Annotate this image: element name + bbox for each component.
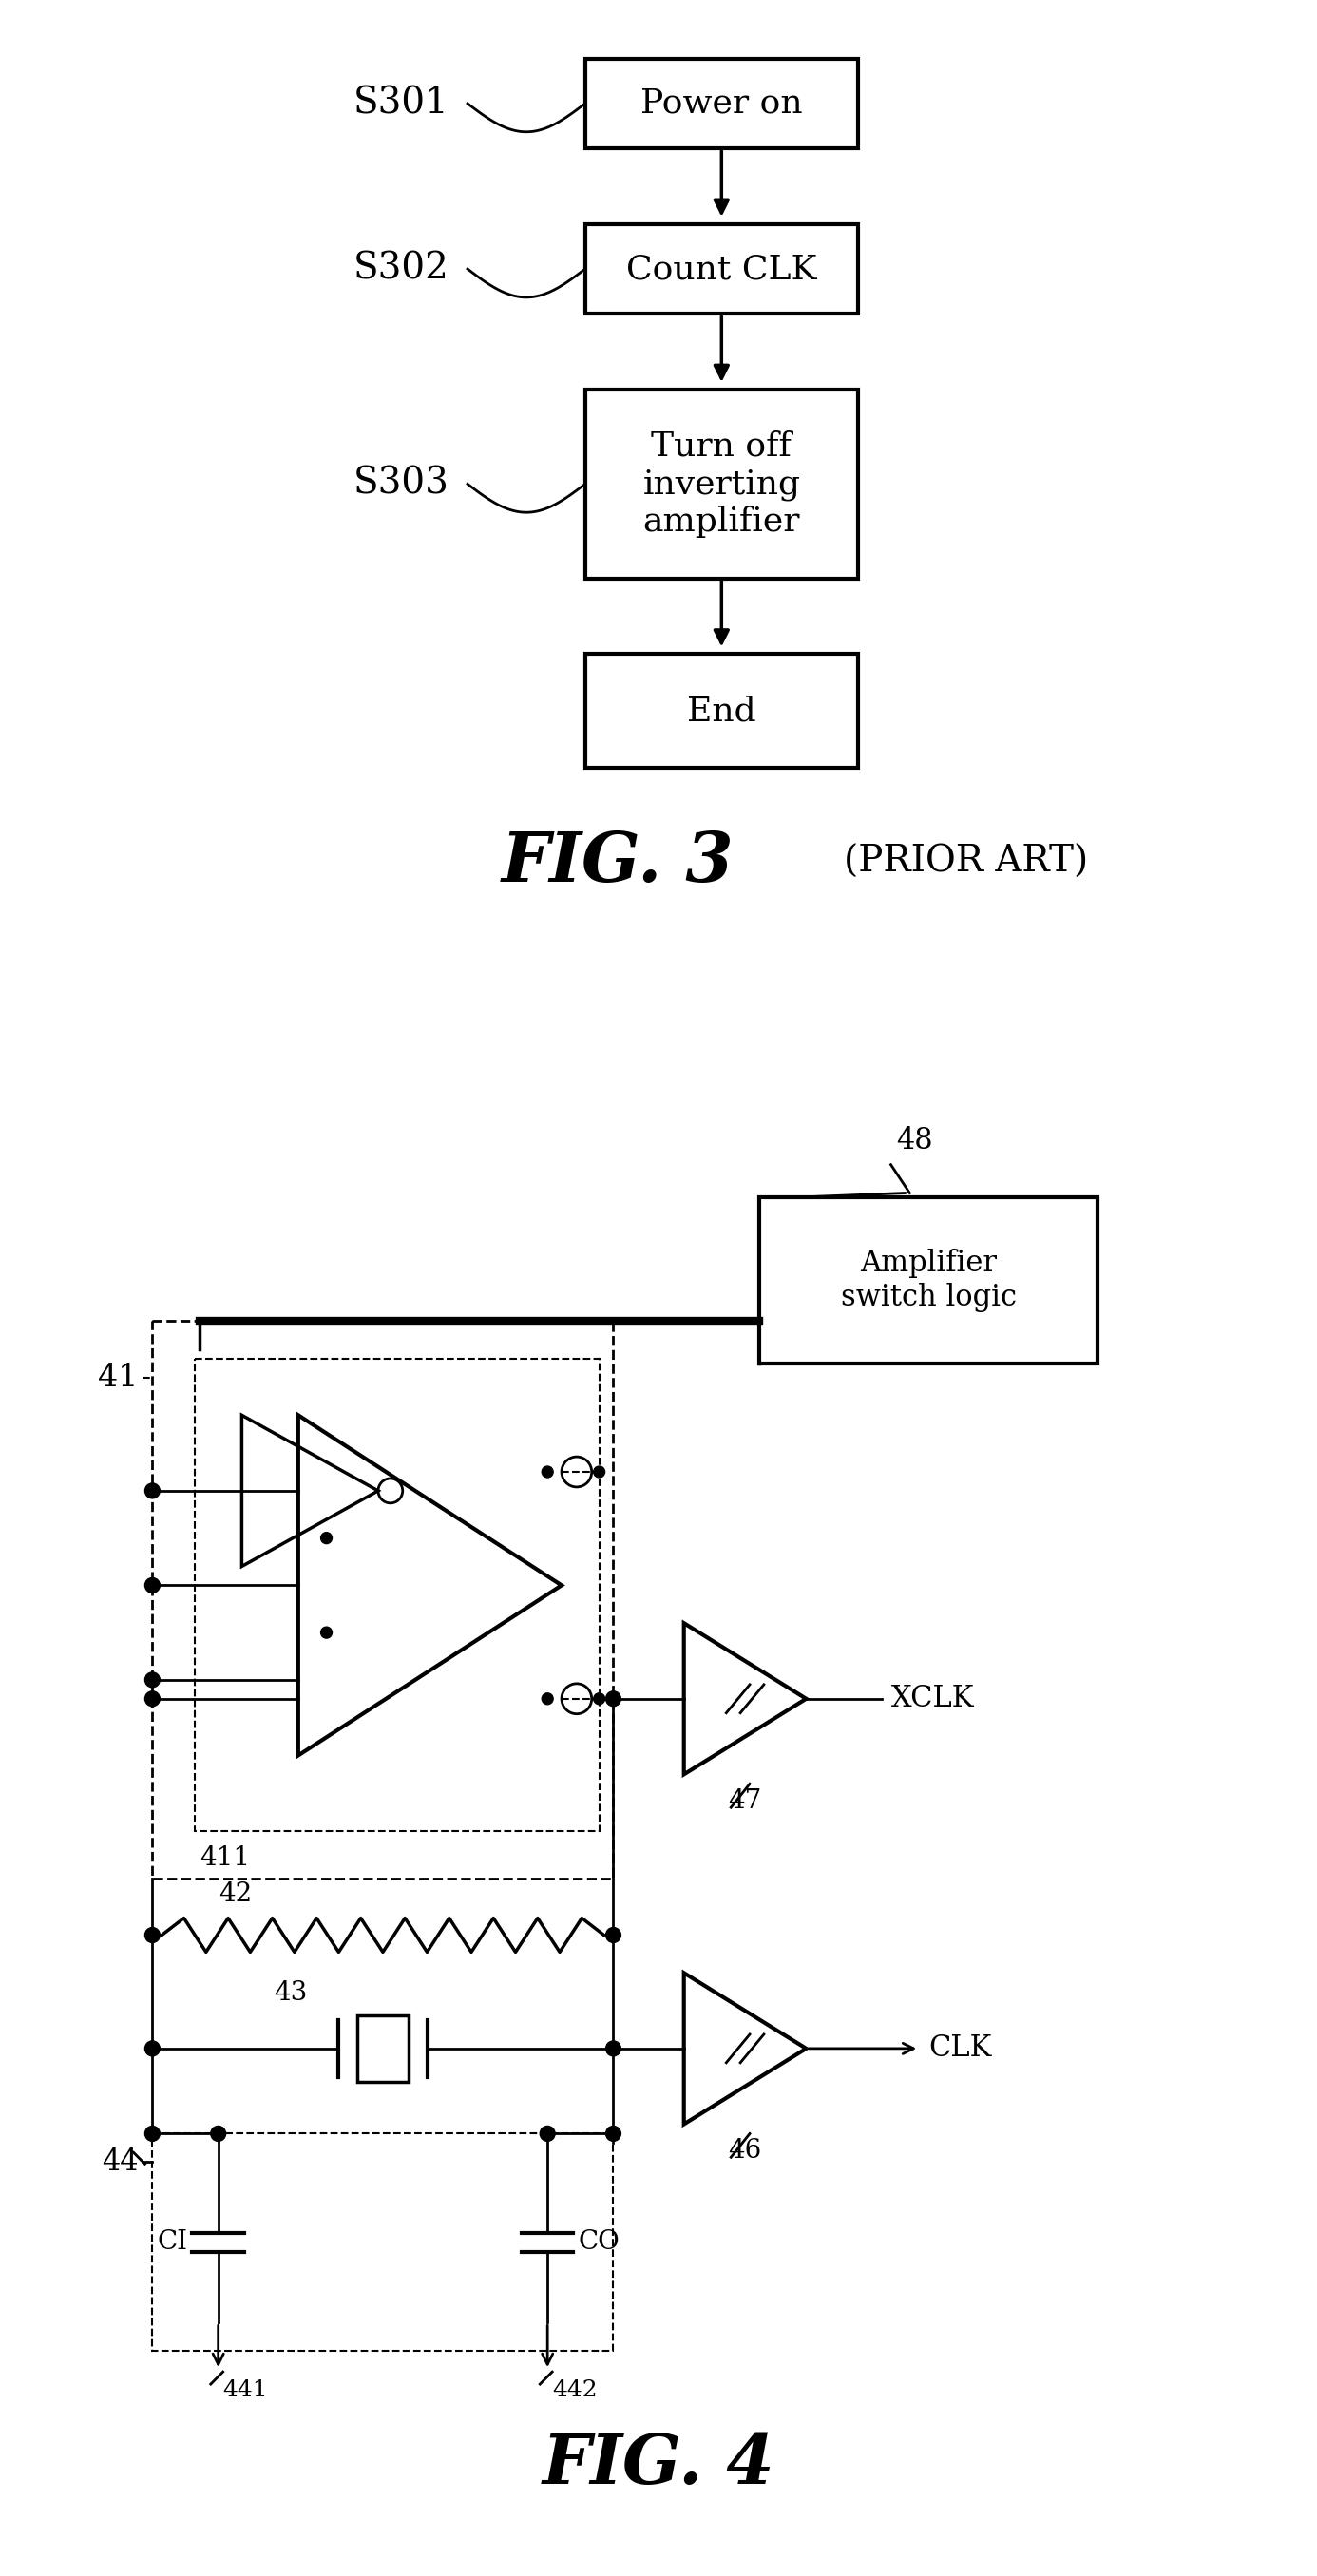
Circle shape — [594, 1466, 605, 1479]
Bar — [585, 389, 857, 580]
Text: CI: CI — [157, 2228, 188, 2254]
Text: 41: 41 — [97, 1363, 138, 1394]
Circle shape — [606, 2125, 620, 2141]
Text: 44: 44 — [101, 2148, 138, 2177]
Circle shape — [321, 1628, 332, 1638]
Bar — [195, 1358, 599, 1832]
Bar — [153, 2133, 614, 2352]
Text: S301: S301 — [353, 85, 449, 121]
Circle shape — [540, 2125, 554, 2141]
Text: FIG. 4: FIG. 4 — [543, 2432, 774, 2499]
Text: Amplifier
switch logic: Amplifier switch logic — [840, 1249, 1017, 1311]
Text: 46: 46 — [728, 2138, 761, 2164]
Circle shape — [145, 2125, 159, 2141]
Text: Turn off
inverting
amplifier: Turn off inverting amplifier — [643, 430, 801, 538]
Circle shape — [541, 1466, 553, 1479]
Circle shape — [145, 1484, 159, 1499]
Bar — [759, 1198, 1098, 1363]
Text: (PRIOR ART): (PRIOR ART) — [844, 845, 1088, 881]
Circle shape — [145, 2040, 159, 2056]
Text: 442: 442 — [552, 2380, 598, 2401]
Bar — [153, 1321, 614, 1878]
Text: 48: 48 — [896, 1126, 932, 1157]
Circle shape — [606, 1927, 620, 1942]
Text: XCLK: XCLK — [890, 1685, 975, 1713]
Text: Power on: Power on — [640, 88, 802, 118]
Text: Count CLK: Count CLK — [627, 252, 817, 286]
Text: 441: 441 — [223, 2380, 269, 2401]
Circle shape — [606, 2040, 620, 2056]
Bar — [585, 224, 857, 314]
Text: 411: 411 — [199, 1844, 250, 1870]
Text: 43: 43 — [274, 1981, 308, 2007]
Circle shape — [541, 1692, 553, 1705]
Text: S303: S303 — [353, 466, 449, 502]
Circle shape — [145, 1577, 159, 1592]
Circle shape — [211, 2125, 225, 2141]
Circle shape — [145, 1927, 159, 1942]
Text: End: End — [687, 696, 756, 726]
Circle shape — [606, 1692, 620, 1705]
Bar — [357, 2014, 408, 2081]
Bar — [585, 654, 857, 768]
Text: CO: CO — [578, 2228, 619, 2254]
Circle shape — [145, 1672, 159, 1687]
Text: S302: S302 — [353, 252, 449, 286]
Circle shape — [145, 1692, 159, 1705]
Circle shape — [594, 1692, 605, 1705]
Text: 47: 47 — [728, 1788, 761, 1814]
Text: CLK: CLK — [928, 2035, 992, 2063]
Text: FIG. 3: FIG. 3 — [502, 829, 735, 896]
Circle shape — [321, 1533, 332, 1543]
Bar — [585, 59, 857, 149]
Text: 42: 42 — [219, 1880, 252, 1906]
